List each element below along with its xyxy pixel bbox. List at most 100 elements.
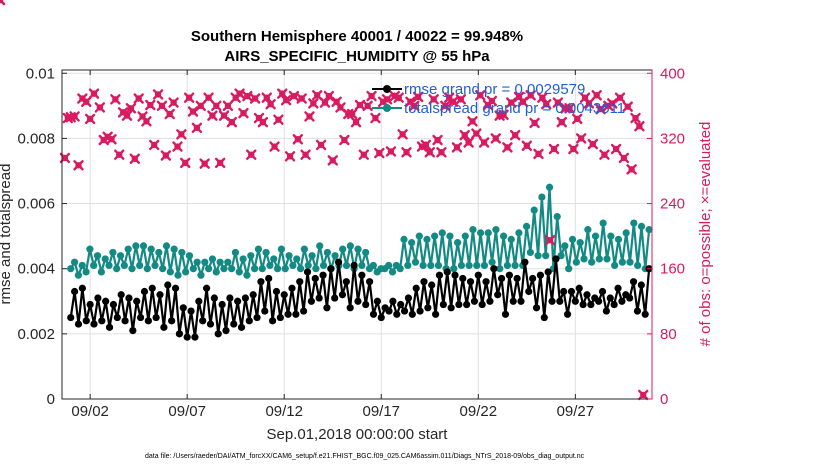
- series-0-point-9: [102, 297, 110, 305]
- obs-point-37-o: [205, 94, 212, 101]
- obs-point-145-o: [624, 103, 631, 110]
- series-1-point-104: [465, 261, 473, 270]
- series-0-point-16: [129, 326, 137, 335]
- obs-point-60: [292, 134, 304, 145]
- series-0-point-137: [598, 287, 607, 296]
- obs-point-145: [622, 101, 633, 112]
- series-0-point-89: [412, 284, 420, 292]
- obs-point-124: [541, 98, 552, 110]
- obs-point-147: [630, 112, 641, 124]
- series-1-point-96: [434, 261, 443, 270]
- series-1-point-87: [400, 235, 408, 243]
- series-0-point-35: [202, 284, 211, 292]
- obs-point-74: [346, 108, 358, 120]
- obs-point-61: [296, 93, 307, 104]
- series-1-line: [69, 186, 651, 277]
- series-1-point-38: [212, 268, 220, 276]
- series-0-point-46: [245, 317, 253, 325]
- series-0-point-20: [144, 317, 152, 325]
- series-1-point-133: [576, 239, 584, 247]
- series-1-point-32: [189, 265, 197, 273]
- series-0-point-121: [536, 271, 545, 279]
- obs-point-100-o: [449, 98, 457, 105]
- obs-point-43-o: [228, 118, 236, 126]
- obs-point-56-o: [279, 90, 286, 97]
- series-0-point-33: [195, 297, 203, 305]
- obs-point-71-o: [337, 104, 344, 111]
- obs-point-151-o: [0, 0, 4, 4]
- series-0-point-76: [362, 300, 370, 309]
- series-0-point-144: [626, 294, 634, 302]
- legend: rmse grand pr = 0.0029579 totalspread gr…: [372, 81, 625, 117]
- obs-point-7-o: [86, 115, 94, 123]
- series-0-point-126: [556, 297, 564, 305]
- obs-point-40: [214, 157, 226, 169]
- obs-point-42-o: [224, 102, 232, 110]
- obs-point-96: [432, 134, 443, 146]
- obs-point-0-o: [61, 154, 69, 162]
- series-0-point-141: [614, 284, 622, 292]
- series-0-point-124: [548, 297, 556, 305]
- obs-point-102: [455, 94, 467, 105]
- series-1-point-6: [90, 261, 98, 270]
- obs-point-91: [412, 91, 424, 103]
- obs-point-43: [226, 116, 238, 128]
- series-0-point-63: [311, 274, 319, 283]
- series-0-point-117: [521, 258, 529, 266]
- series-0-point-134: [587, 300, 595, 309]
- series-0-point-12: [113, 313, 121, 322]
- series-1-point-14: [120, 261, 128, 270]
- obs-point-60-o: [294, 136, 302, 143]
- obs-point-29-o: [174, 143, 181, 150]
- obs-point-49: [249, 93, 261, 104]
- legend-rmse-label: rmse grand pr = 0.0029579: [404, 81, 585, 98]
- obs-point-127: [552, 97, 564, 108]
- series-0-point-132: [579, 300, 587, 309]
- obs-point-76-o: [356, 101, 364, 109]
- obs-point-127-o: [554, 99, 562, 106]
- obs-point-120-o: [527, 92, 534, 99]
- series-0-point-104: [470, 297, 479, 305]
- obs-point-144: [618, 152, 630, 164]
- obs-point-111-o: [492, 135, 499, 142]
- obs-point-96-o: [434, 136, 441, 144]
- series-0-point-112: [501, 310, 510, 318]
- series-1-point-141: [607, 232, 615, 240]
- obs-point-67: [319, 97, 331, 108]
- obs-point-135-o: [585, 100, 593, 107]
- series-0-point-56: [284, 310, 292, 318]
- series-1-point-62: [304, 261, 312, 270]
- series-0-point-122: [540, 313, 548, 322]
- series-0-point-146: [633, 307, 642, 315]
- series-0-point-1: [71, 287, 79, 296]
- obs-point-36-o: [201, 160, 208, 167]
- series-0-point-94: [432, 310, 440, 318]
- series-0-point-108: [486, 297, 494, 305]
- obs-point-25: [156, 100, 168, 112]
- obs-point-23: [148, 139, 160, 151]
- series-1-point-34: [197, 271, 205, 279]
- obs-point-34: [191, 122, 203, 134]
- obs-point-30-o: [178, 131, 185, 138]
- series-1-point-147: [630, 219, 638, 227]
- series-1-point-31: [185, 252, 194, 260]
- series-1-point-143: [614, 235, 623, 243]
- obs-point-8: [88, 88, 100, 99]
- series-1-point-66: [319, 261, 328, 270]
- series-0-point-13: [117, 291, 125, 299]
- obs-point-46-o: [240, 109, 247, 117]
- series-1-point-92: [419, 261, 427, 270]
- series-0-point-129: [567, 287, 576, 296]
- obs-point-90-o: [411, 102, 418, 110]
- series-1-point-138: [595, 255, 603, 263]
- obs-point-21: [141, 116, 152, 127]
- obs-point-19-o: [135, 95, 142, 102]
- obs-point-46: [238, 107, 249, 119]
- series-0-point-111: [497, 274, 506, 283]
- series-0-point-21: [148, 284, 156, 292]
- obs-point-80-o: [372, 114, 379, 122]
- series-0-point-26: [168, 317, 176, 325]
- series-1-point-18: [136, 261, 144, 270]
- obs-point-66-o: [317, 141, 325, 149]
- obs-point-26-o: [162, 152, 170, 159]
